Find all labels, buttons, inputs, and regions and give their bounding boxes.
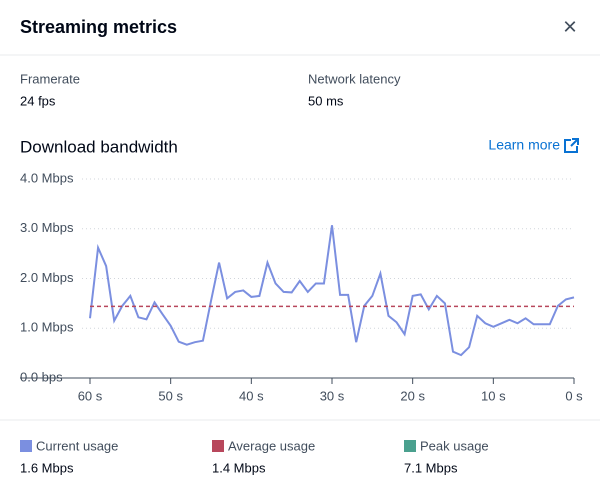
x-tick-label: 10 s [481,388,506,403]
metric-label: Network latency [308,71,401,86]
learn-more-link[interactable]: Learn more [488,137,560,153]
legend-swatch [20,440,32,452]
x-tick-label: 60 s [78,388,103,403]
y-tick-label: 4.0 Mbps [20,170,74,185]
legend-value: 1.6 Mbps [20,460,74,475]
legend-label: Peak usage [420,438,489,453]
metric-value: 50 ms [308,93,344,108]
x-tick-label: 40 s [239,388,264,403]
external-icon [564,138,579,153]
legend-swatch [404,440,416,452]
metric-value: 24 fps [20,93,56,108]
x-tick-label: 30 s [320,388,345,403]
legend-swatch [212,440,224,452]
y-tick-label: 3.0 Mbps [20,220,74,235]
x-tick-label: 50 s [158,388,183,403]
dialog-title: Streaming metrics [20,17,177,37]
y-tick-label: 1.0 Mbps [20,320,74,335]
legend-label: Current usage [36,438,118,453]
legend-value: 1.4 Mbps [212,460,266,475]
chart-title: Download bandwidth [20,137,178,156]
legend-label: Average usage [228,438,315,453]
y-tick-label: 2.0 Mbps [20,270,74,285]
legend-value: 7.1 Mbps [404,460,458,475]
x-tick-label: 20 s [400,388,425,403]
close-button[interactable]: × [563,13,577,40]
data-line [89,225,575,357]
y-tick-label: 0.0 bps [20,369,63,384]
x-tick-label: 0 s [565,388,583,403]
metric-label: Framerate [20,71,80,86]
